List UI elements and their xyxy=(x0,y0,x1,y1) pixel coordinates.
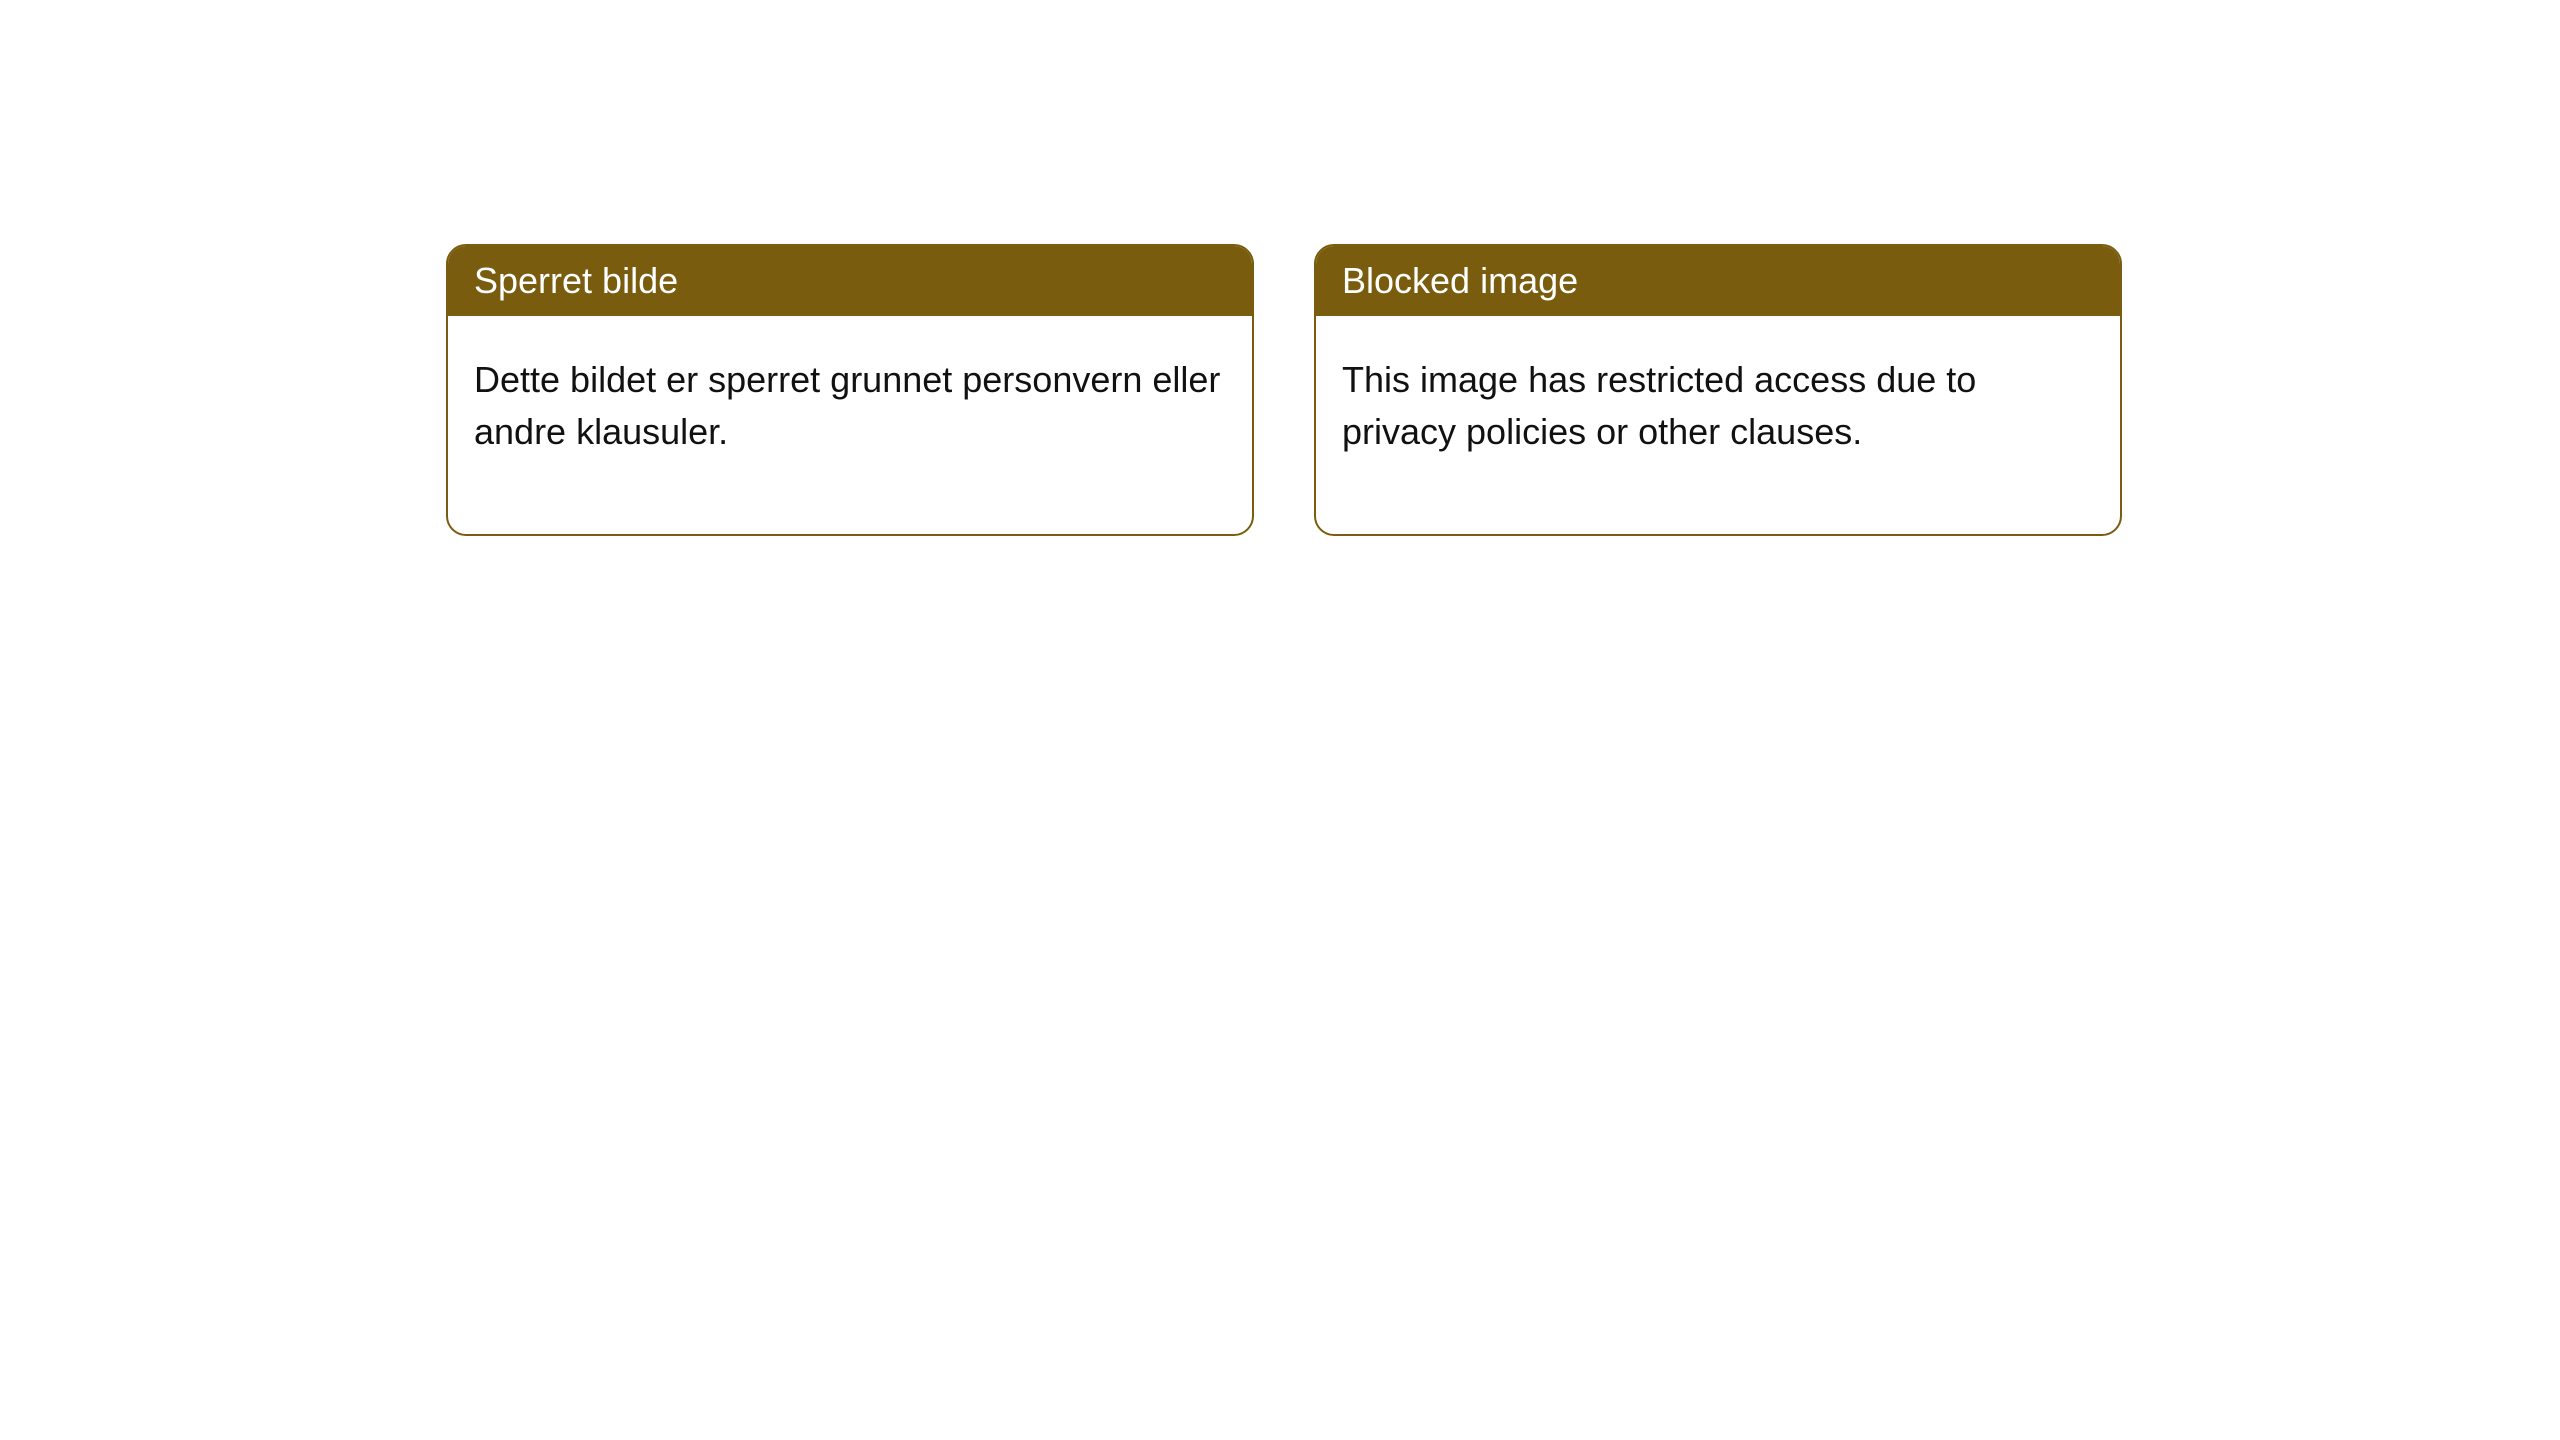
card-body-text: Dette bildet er sperret grunnet personve… xyxy=(474,359,1220,452)
card-header: Blocked image xyxy=(1316,246,2120,316)
card-header: Sperret bilde xyxy=(448,246,1252,316)
blocked-image-card-en: Blocked image This image has restricted … xyxy=(1314,244,2122,536)
card-title: Sperret bilde xyxy=(474,260,678,301)
card-title: Blocked image xyxy=(1342,260,1578,301)
blocked-image-card-no: Sperret bilde Dette bildet er sperret gr… xyxy=(446,244,1254,536)
card-body: Dette bildet er sperret grunnet personve… xyxy=(448,316,1252,534)
card-body-text: This image has restricted access due to … xyxy=(1342,359,1976,452)
card-body: This image has restricted access due to … xyxy=(1316,316,2120,534)
card-container: Sperret bilde Dette bildet er sperret gr… xyxy=(0,0,2560,536)
